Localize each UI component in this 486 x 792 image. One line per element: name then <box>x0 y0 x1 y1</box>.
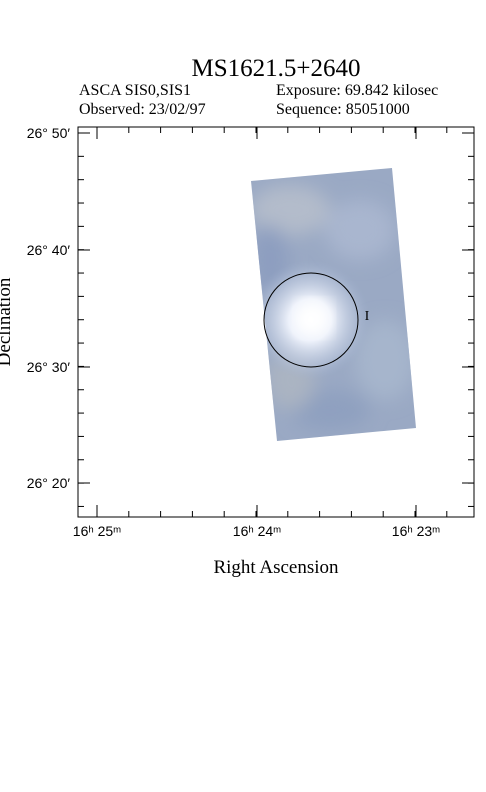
x-tick-label: 16ʰ 25ᵐ <box>73 523 121 539</box>
source-marker: I <box>365 309 370 324</box>
y-tick-label: 26° 30′ <box>27 359 71 375</box>
observed: Observed: 23/02/97 <box>79 101 206 118</box>
y-tick-label: 26° 20′ <box>27 475 71 491</box>
y-tick-label: 26° 40′ <box>27 242 71 258</box>
y-axis-label: Declination <box>0 277 15 366</box>
x-tick-label: 16ʰ 23ᵐ <box>392 523 440 539</box>
x-tick-label: 16ʰ 24ᵐ <box>233 523 281 539</box>
exposure: Exposure: 69.842 kilosec <box>276 82 438 99</box>
instrument: ASCA SIS0,SIS1 <box>79 82 191 99</box>
source-circle <box>263 272 359 368</box>
plot-frame <box>77 126 475 518</box>
x-axis-label: Right Ascension <box>213 557 339 578</box>
title: MS1621.5+2640 <box>192 55 361 82</box>
sequence: Sequence: 85051000 <box>276 101 410 118</box>
ticks <box>78 127 474 517</box>
y-tick-label: 26° 50′ <box>27 125 71 141</box>
x-ray-image <box>251 168 416 441</box>
